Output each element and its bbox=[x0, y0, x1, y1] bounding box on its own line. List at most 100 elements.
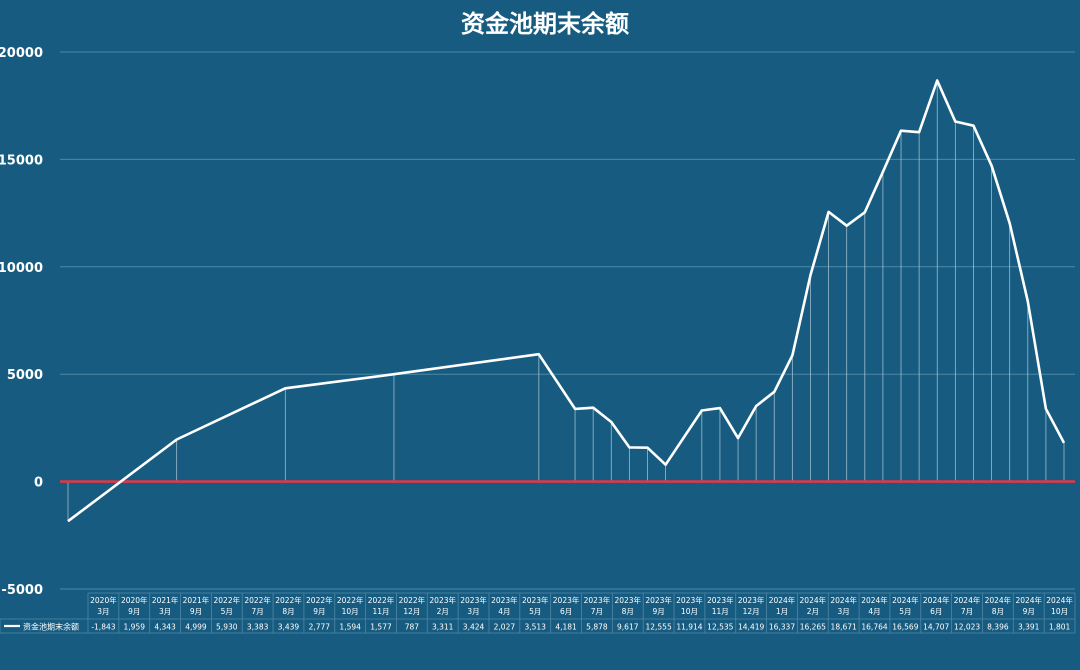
category-month-label: 2月 bbox=[437, 607, 449, 616]
gridlines bbox=[60, 51, 1075, 590]
category-month-label: 7月 bbox=[961, 607, 973, 616]
category-year-label: 2022年 bbox=[306, 595, 333, 605]
category-year-label: 2022年 bbox=[214, 595, 241, 605]
y-tick-label: 15000 bbox=[0, 153, 43, 168]
category-month-label: 7月 bbox=[591, 607, 603, 616]
data-value-label: 1,959 bbox=[124, 623, 146, 632]
data-value-label: 3,439 bbox=[278, 623, 300, 632]
category-month-label: 4月 bbox=[498, 607, 510, 616]
y-tick-label: -5000 bbox=[1, 583, 43, 598]
data-value-label: 787 bbox=[405, 623, 420, 632]
category-year-label: 2023年 bbox=[645, 595, 672, 605]
data-value-label: 12,023 bbox=[954, 623, 980, 632]
category-year-label: 2021年 bbox=[152, 595, 179, 605]
data-value-label: 3,383 bbox=[247, 623, 269, 632]
category-month-label: 3月 bbox=[97, 607, 109, 616]
category-year-label: 2023年 bbox=[738, 595, 765, 605]
y-tick-label: 20000 bbox=[0, 46, 43, 61]
category-year-label: 2023年 bbox=[707, 595, 734, 605]
data-value-label: 16,337 bbox=[769, 623, 795, 632]
category-month-label: 8月 bbox=[622, 607, 634, 616]
data-value-label: -1,843 bbox=[91, 623, 115, 632]
category-year-label: 2024年 bbox=[1015, 595, 1042, 605]
category-year-label: 2023年 bbox=[676, 595, 703, 605]
category-month-label: 11月 bbox=[372, 607, 389, 616]
category-month-label: 5月 bbox=[899, 607, 911, 616]
category-month-label: 7月 bbox=[252, 607, 264, 616]
category-year-label: 2024年 bbox=[861, 595, 888, 605]
category-year-label: 2023年 bbox=[614, 595, 641, 605]
data-value-label: 1,577 bbox=[370, 623, 392, 632]
data-value-label: 5,878 bbox=[586, 623, 608, 632]
category-year-label: 2023年 bbox=[429, 595, 456, 605]
category-year-label: 2022年 bbox=[244, 595, 271, 605]
data-value-label: 14,707 bbox=[923, 623, 949, 632]
category-year-label: 2022年 bbox=[337, 595, 364, 605]
chart-title: 资金池期末余额 bbox=[461, 10, 629, 38]
category-year-label: 2024年 bbox=[1046, 595, 1073, 605]
data-value-label: 4,343 bbox=[154, 623, 176, 632]
category-year-label: 2024年 bbox=[769, 595, 796, 605]
data-value-label: 4,999 bbox=[185, 623, 207, 632]
data-value-label: 12,535 bbox=[707, 623, 733, 632]
category-month-label: 4月 bbox=[868, 607, 880, 616]
series-line bbox=[67, 79, 1066, 523]
category-year-label: 2022年 bbox=[275, 595, 302, 605]
category-month-label: 9月 bbox=[313, 607, 325, 616]
category-month-label: 3月 bbox=[467, 607, 479, 616]
y-axis-tick-labels: 20000 15000 10000 5000 0 -5000 bbox=[0, 46, 43, 598]
category-year-label: 2024年 bbox=[985, 595, 1012, 605]
data-value-label: 3,311 bbox=[432, 623, 454, 632]
category-year-label: 2023年 bbox=[491, 595, 518, 605]
legend-series-name: 资金池期末余额 bbox=[23, 622, 79, 632]
category-year-label: 2023年 bbox=[460, 595, 487, 605]
data-value-label: 11,914 bbox=[676, 623, 702, 632]
data-value-label: 1,594 bbox=[339, 623, 361, 632]
data-value-label: 3,513 bbox=[524, 623, 546, 632]
category-month-label: 12月 bbox=[743, 607, 760, 616]
category-month-label: 9月 bbox=[128, 607, 140, 616]
category-month-label: 9月 bbox=[1023, 607, 1035, 616]
category-year-label: 2024年 bbox=[954, 595, 981, 605]
category-month-label: 2月 bbox=[807, 607, 819, 616]
category-month-label: 6月 bbox=[560, 607, 572, 616]
category-year-label: 2021年 bbox=[183, 595, 210, 605]
category-month-label: 10月 bbox=[681, 607, 698, 616]
data-value-label: 3,424 bbox=[463, 623, 485, 632]
data-table: 2020年 3月 -1,843 2020年 9月 1,959 2021年 3月 4,343 202… bbox=[0, 592, 1076, 634]
category-month-label: 9月 bbox=[652, 607, 664, 616]
category-year-label: 2024年 bbox=[800, 595, 827, 605]
data-value-label: 12,555 bbox=[645, 623, 671, 632]
category-year-label: 2024年 bbox=[830, 595, 857, 605]
category-month-label: 3月 bbox=[159, 607, 171, 616]
y-tick-label: 10000 bbox=[0, 261, 43, 276]
data-value-label: 4,181 bbox=[555, 623, 577, 632]
category-year-label: 2020年 bbox=[90, 595, 117, 605]
category-year-label: 2023年 bbox=[584, 595, 611, 605]
data-value-label: 16,265 bbox=[800, 623, 826, 632]
data-value-label: 3,391 bbox=[1018, 623, 1040, 632]
category-month-label: 3月 bbox=[838, 607, 850, 616]
category-month-label: 10月 bbox=[342, 607, 359, 616]
category-year-label: 2022年 bbox=[368, 595, 395, 605]
y-tick-label: 0 bbox=[34, 476, 43, 491]
data-value-label: 8,396 bbox=[987, 623, 1009, 632]
drop-lines bbox=[67, 80, 1065, 522]
category-year-label: 2024年 bbox=[892, 595, 919, 605]
category-month-label: 5月 bbox=[529, 607, 541, 616]
category-year-label: 2020年 bbox=[121, 595, 148, 605]
data-value-label: 14,419 bbox=[738, 623, 764, 632]
category-month-label: 12月 bbox=[403, 607, 420, 616]
category-year-label: 2022年 bbox=[399, 595, 426, 605]
category-month-label: 6月 bbox=[930, 607, 942, 616]
category-month-label: 10月 bbox=[1051, 607, 1068, 616]
category-month-label: 11月 bbox=[712, 607, 729, 616]
category-year-label: 2023年 bbox=[522, 595, 549, 605]
data-value-label: 16,764 bbox=[861, 623, 887, 632]
category-year-label: 2023年 bbox=[553, 595, 580, 605]
data-value-label: 1,801 bbox=[1049, 623, 1071, 632]
data-value-label: 5,930 bbox=[216, 623, 238, 632]
category-month-label: 9月 bbox=[190, 607, 202, 616]
data-value-label: 18,671 bbox=[831, 623, 857, 632]
category-month-label: 1月 bbox=[776, 607, 788, 616]
